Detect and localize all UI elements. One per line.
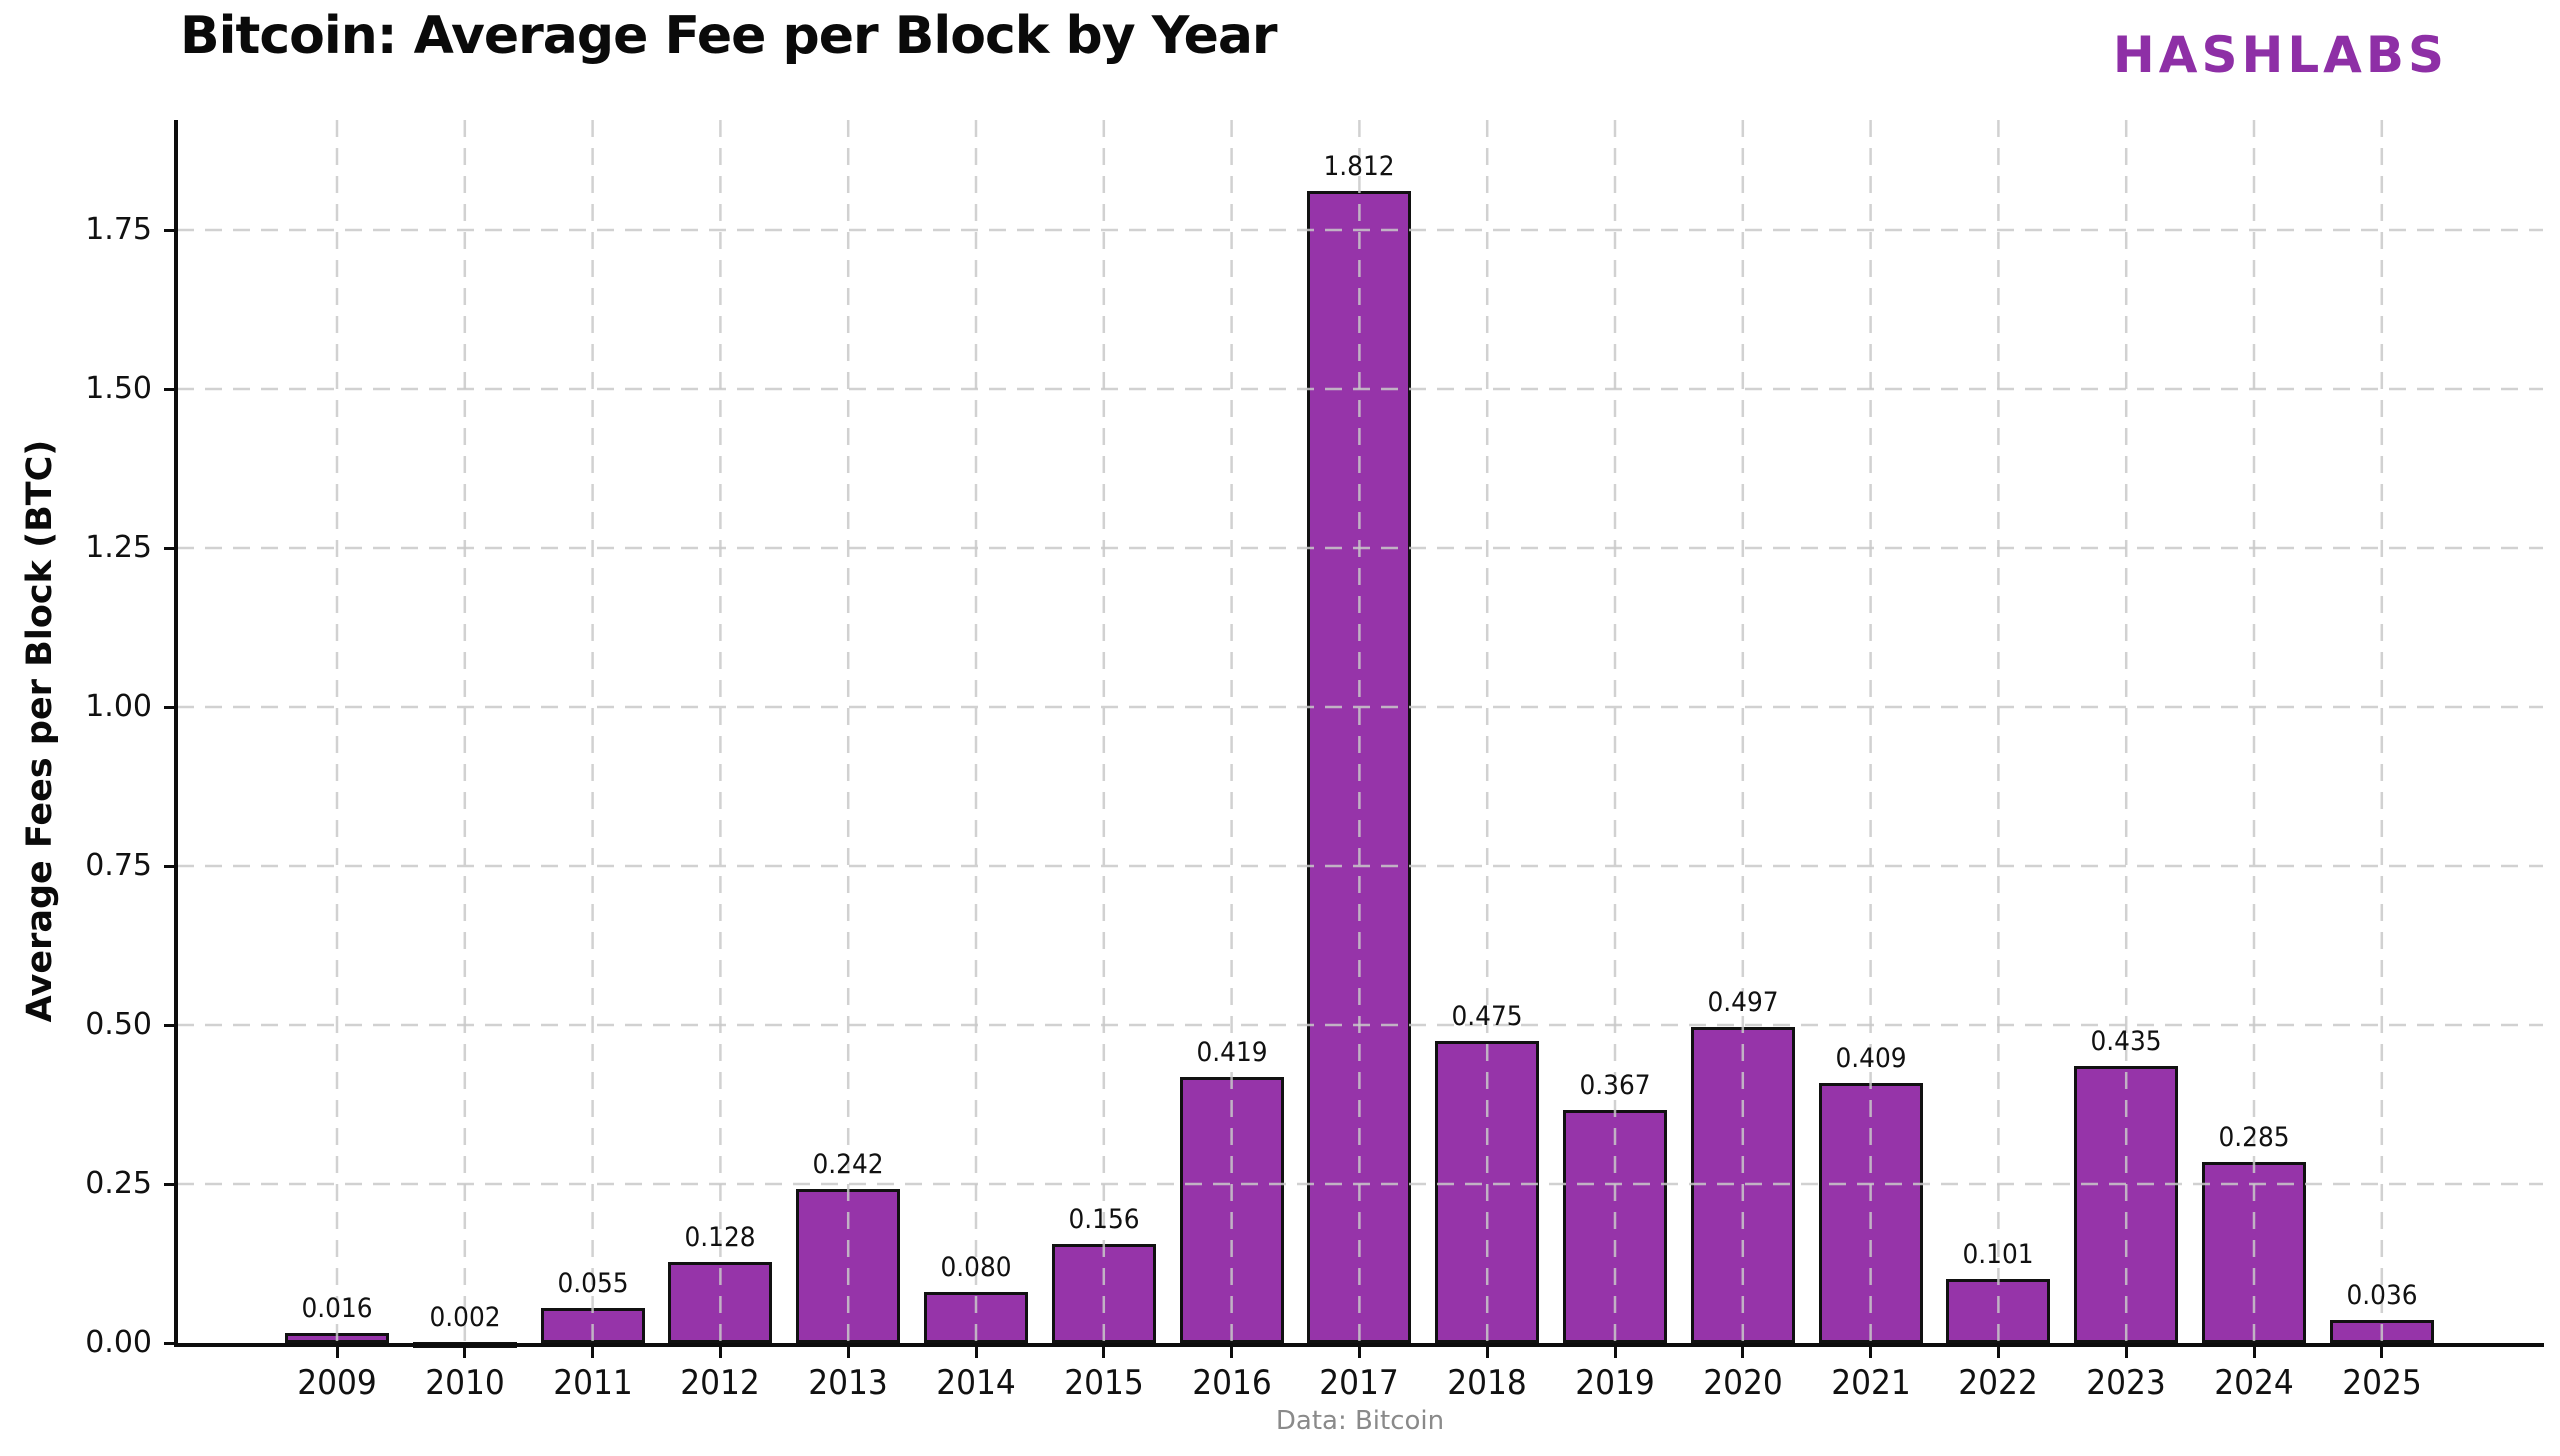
x-tick [1741, 1345, 1745, 1358]
bar-value-label-2025: 0.036 [2346, 1280, 2418, 1312]
bar-value-label-2017: 1.812 [1323, 150, 1395, 182]
x-tick [463, 1345, 467, 1358]
x-tick-label-2023: 2023 [2086, 1363, 2166, 1403]
x-axis-spine [174, 1343, 2544, 1347]
x-tick-label-2020: 2020 [1702, 1363, 1783, 1403]
x-tick-label-2012: 2012 [680, 1363, 761, 1403]
bar-value-label-2018: 0.475 [1451, 1000, 1523, 1032]
x-tick-label-2021: 2021 [1830, 1363, 1911, 1403]
y-tick [164, 1341, 177, 1345]
bar-value-label-2024: 0.285 [2218, 1121, 2290, 1153]
y-tick [164, 864, 177, 868]
x-tick [2252, 1345, 2256, 1358]
x-tick-label-2025: 2025 [2341, 1363, 2422, 1403]
x-tick [1230, 1345, 1234, 1358]
bar-value-label-2022: 0.101 [1962, 1238, 2034, 1270]
bar-value-label-2014: 0.080 [940, 1252, 1012, 1284]
y-tick-label: 1.75 [85, 212, 152, 247]
brand-logo: HASHLABS [2112, 26, 2448, 84]
bar-2015 [1051, 1243, 1156, 1343]
bar-2019 [1563, 1109, 1667, 1343]
x-tick-label-2010: 2010 [424, 1363, 505, 1403]
x-tick [1485, 1345, 1489, 1358]
bar-value-label-2009: 0.016 [301, 1292, 373, 1324]
chart-title: Bitcoin: Average Fee per Block by Year [180, 6, 1278, 66]
x-tick [335, 1345, 339, 1358]
bar-2021 [1818, 1082, 1923, 1343]
x-tick-label-2014: 2014 [936, 1363, 1016, 1403]
x-tick [846, 1345, 850, 1358]
bar-2020 [1690, 1026, 1795, 1343]
bar-2009 [285, 1332, 389, 1343]
y-tick-label: 1.25 [85, 530, 152, 565]
x-tick [974, 1345, 978, 1358]
x-tick-label-2015: 2015 [1063, 1363, 1144, 1403]
bar-value-label-2015: 0.156 [1068, 1203, 1140, 1235]
x-tick-label-2009: 2009 [297, 1363, 377, 1403]
x-tick [2380, 1345, 2384, 1358]
y-tick-label: 0.75 [85, 848, 152, 883]
bar-2018 [1435, 1040, 1540, 1343]
y-axis-spine [174, 120, 178, 1347]
bar-value-label-2023: 0.435 [2090, 1026, 2162, 1058]
bar-2024 [2202, 1161, 2306, 1343]
bar-value-label-2020: 0.497 [1707, 986, 1779, 1018]
bar-2012 [668, 1261, 773, 1343]
x-tick-label-2018: 2018 [1447, 1363, 1527, 1403]
y-tick [164, 228, 177, 232]
x-tick-label-2011: 2011 [552, 1363, 633, 1403]
bar-2022 [1946, 1278, 2051, 1343]
x-tick-label-2022: 2022 [1958, 1363, 2039, 1403]
bar-2025 [2329, 1320, 2434, 1343]
y-tick-label: 0.00 [85, 1325, 152, 1360]
x-tick-label-2016: 2016 [1191, 1363, 1272, 1403]
x-tick-label-2019: 2019 [1575, 1363, 1655, 1403]
y-tick [164, 546, 177, 550]
x-tick [1613, 1345, 1617, 1358]
x-tick [718, 1345, 722, 1358]
x-tick-label-2013: 2013 [808, 1363, 888, 1403]
x-tick [2124, 1345, 2128, 1358]
x-tick [1869, 1345, 1873, 1358]
y-tick [164, 1182, 177, 1186]
data-source-note: Data: Bitcoin [1275, 1406, 1445, 1436]
y-tick [164, 1023, 177, 1027]
y-tick-label: 0.50 [85, 1007, 152, 1042]
bar-2014 [924, 1292, 1028, 1343]
y-tick-label: 1.50 [85, 371, 152, 406]
bar-value-label-2011: 0.055 [557, 1268, 629, 1300]
x-tick [1996, 1345, 2000, 1358]
bar-value-label-2010: 0.002 [429, 1301, 501, 1333]
y-tick [164, 387, 177, 391]
bar-2013 [796, 1189, 901, 1343]
bar-2016 [1179, 1076, 1284, 1343]
bar-value-label-2019: 0.367 [1579, 1069, 1651, 1101]
y-tick-label: 0.25 [85, 1166, 152, 1201]
bar-value-label-2012: 0.128 [684, 1221, 756, 1253]
bar-2011 [540, 1308, 645, 1343]
x-tick-label-2024: 2024 [2214, 1363, 2294, 1403]
bar-value-label-2021: 0.409 [1835, 1042, 1907, 1074]
bar-2017 [1307, 190, 1412, 1343]
y-tick-label: 1.00 [85, 689, 152, 724]
y-tick [164, 705, 177, 709]
x-tick-label-2017: 2017 [1319, 1363, 1400, 1403]
x-tick [1357, 1345, 1361, 1358]
bar-value-label-2013: 0.242 [812, 1149, 884, 1181]
x-tick [1102, 1345, 1106, 1358]
x-tick [591, 1345, 595, 1358]
bar-2023 [2074, 1066, 2179, 1343]
bar-value-label-2016: 0.419 [1196, 1036, 1268, 1068]
